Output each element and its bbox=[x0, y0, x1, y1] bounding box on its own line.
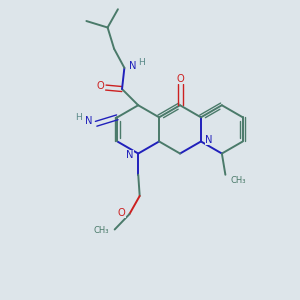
Text: H: H bbox=[139, 58, 145, 67]
Text: N: N bbox=[206, 135, 213, 145]
Text: N: N bbox=[85, 116, 92, 126]
Text: CH₃: CH₃ bbox=[231, 176, 246, 184]
Text: O: O bbox=[176, 74, 184, 84]
Text: N: N bbox=[129, 61, 136, 71]
Text: O: O bbox=[96, 81, 104, 91]
Text: CH₃: CH₃ bbox=[94, 226, 110, 236]
Text: O: O bbox=[117, 208, 125, 218]
Text: N: N bbox=[126, 150, 134, 160]
Text: H: H bbox=[75, 113, 82, 122]
